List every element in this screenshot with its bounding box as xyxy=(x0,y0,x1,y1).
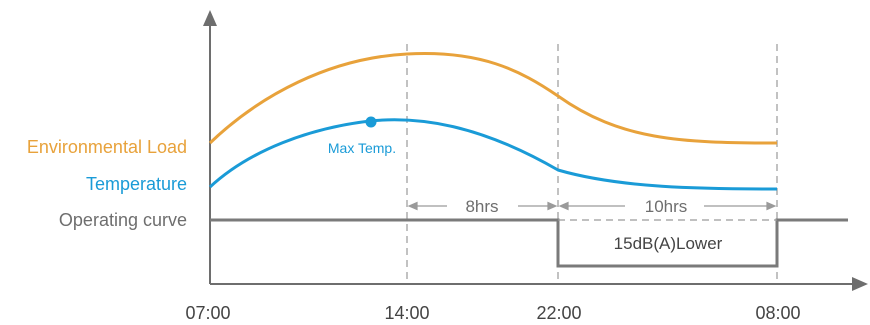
span-day-arrows xyxy=(407,201,558,211)
time-guides xyxy=(406,44,778,284)
x-tick-1400: 14:00 xyxy=(384,303,429,323)
axes xyxy=(203,10,868,291)
legend-operating-curve: Operating curve xyxy=(59,210,187,230)
x-tick-0800: 08:00 xyxy=(755,303,800,323)
x-axis-arrow xyxy=(852,277,868,291)
span-night-label: 10hrs xyxy=(645,197,688,216)
operating-curve xyxy=(210,218,848,268)
night-mode-label: 15dB(A)Lower xyxy=(614,234,723,253)
max-temp-marker xyxy=(365,116,377,128)
x-tick-0700: 07:00 xyxy=(185,303,230,323)
temperature-curve xyxy=(208,118,778,191)
span-night-arrows xyxy=(558,201,777,211)
x-tick-labels: 07:00 14:00 22:00 08:00 xyxy=(185,303,800,323)
legend-environmental-load: Environmental Load xyxy=(27,137,187,157)
y-axis-arrow xyxy=(203,10,217,26)
max-temp-label: Max Temp. xyxy=(328,140,396,156)
x-tick-2200: 22:00 xyxy=(536,303,581,323)
span-day-label: 8hrs xyxy=(465,197,498,216)
legend-temperature: Temperature xyxy=(86,174,187,194)
environmental-load-curve xyxy=(208,51,778,145)
